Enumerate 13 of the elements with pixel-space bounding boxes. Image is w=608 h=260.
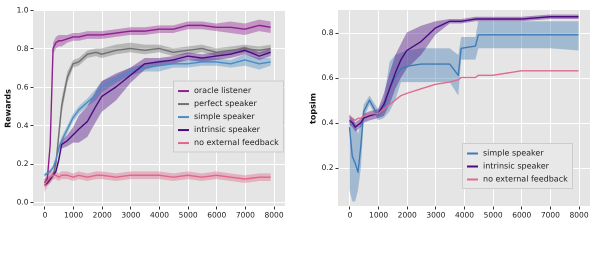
line-series bbox=[348, 70, 580, 122]
legend-label: intrinsic speaker bbox=[483, 162, 550, 170]
legend-label: no external feedback bbox=[483, 174, 568, 184]
legend-label: no external feedback bbox=[194, 138, 280, 148]
line-series bbox=[44, 174, 272, 186]
legend-label: oracle listener bbox=[194, 86, 252, 96]
legend-label: intrinsic speaker bbox=[194, 125, 261, 134]
line-series bbox=[348, 34, 580, 173]
legend-label: simple speaker bbox=[194, 112, 256, 122]
y-axis-title: topsim bbox=[308, 93, 318, 124]
legend-label: simple speaker bbox=[483, 148, 544, 158]
legend-label: perfect speaker bbox=[194, 99, 258, 108]
y-axis-title: Rewards bbox=[4, 88, 13, 128]
